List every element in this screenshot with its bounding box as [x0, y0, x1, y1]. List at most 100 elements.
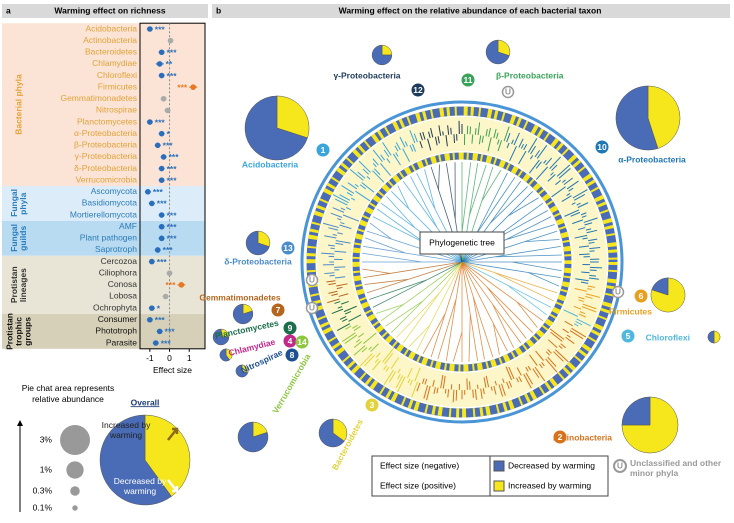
tree-bar: [353, 326, 361, 332]
tree-bar: [430, 128, 434, 138]
tree-bar: [535, 350, 544, 361]
tree-bar: [545, 358, 558, 373]
overall-label: Increased by warming: [101, 420, 151, 440]
tree-bar: [414, 367, 421, 382]
ring: [300, 100, 624, 424]
tree-bar: [332, 194, 349, 204]
panel-title: Warming effect on richness: [54, 5, 165, 15]
overall-title: Overall: [131, 397, 160, 407]
effect-point: [158, 177, 165, 183]
category-label: Parasite: [106, 337, 137, 347]
tree-bar: [474, 128, 477, 135]
tree-bar: [586, 229, 598, 234]
significance: ***: [165, 280, 176, 290]
tree-bar: [343, 305, 357, 313]
tree-bar: [588, 241, 595, 244]
tree-bar: [444, 388, 447, 394]
tree-bar: [440, 374, 444, 389]
legend-text: Unclassified and other minor phyla: [630, 458, 722, 478]
tree-bar: [374, 358, 379, 363]
tree-bar: [358, 332, 365, 338]
tree-bar: [334, 198, 348, 206]
tree-bar: [564, 209, 580, 217]
x-axis-label: Effect size: [153, 365, 192, 375]
tree-bar: [547, 349, 552, 354]
tree-bar: [353, 341, 362, 348]
tree-bar: [518, 138, 524, 148]
size-label: 1%: [40, 464, 53, 474]
group-band: [2, 313, 205, 349]
tree-bar: [395, 142, 401, 151]
pie-slice: [707, 330, 715, 344]
tree-bar: [534, 366, 546, 382]
tree-bar: [338, 293, 349, 297]
tree-bar: [364, 354, 375, 367]
tree-bar: [334, 276, 346, 279]
tree-bar: [409, 379, 413, 386]
category-label: Ciliophora: [99, 267, 138, 277]
taxon-badge: [283, 321, 297, 335]
tree-bar: [549, 156, 562, 170]
tree-bar: [571, 327, 587, 338]
tree-bar: [396, 376, 406, 393]
tree-bar: [339, 224, 352, 230]
legend-label: Decreased by warming: [508, 460, 595, 470]
tree-bar: [518, 150, 527, 165]
group-label: Fungal guilds: [9, 224, 28, 253]
tree-bar: [506, 381, 510, 390]
tree-bar: [477, 122, 481, 136]
tree-bar: [582, 303, 597, 310]
tree-bar: [327, 244, 336, 247]
tree-bar: [589, 274, 596, 277]
group-label: Fungal phyla: [9, 189, 28, 218]
pie-slice: [237, 421, 269, 453]
tree-bar: [359, 353, 373, 367]
tree-branch: [408, 261, 463, 352]
tree-bar: [506, 142, 510, 149]
category-label: Chloroflexi: [97, 70, 137, 80]
tree-bar: [407, 367, 413, 379]
tree-bar: [382, 347, 395, 363]
effect-point: [154, 247, 161, 253]
size-key: [60, 425, 90, 455]
legend-label: Effect size (positive): [380, 480, 456, 490]
pie-slice: [485, 39, 510, 65]
category-label: δ-Proteobacteria: [74, 163, 137, 173]
tree-bar: [535, 161, 542, 169]
tree-bar: [347, 182, 358, 190]
tree-bar: [562, 328, 569, 334]
tree-bar: [555, 180, 561, 186]
tree-bar: [588, 277, 599, 280]
tree-bar: [442, 131, 444, 136]
tree-bar: [346, 191, 353, 197]
taxon-badge: [283, 334, 297, 348]
tree-bar: [566, 180, 579, 190]
tree-bar: [355, 338, 361, 343]
tree-bar: [328, 290, 338, 294]
tree-bar: [525, 366, 529, 372]
tree-bar: [445, 134, 448, 147]
tree-bar: [394, 145, 399, 152]
category-label: Plant pathogen: [80, 233, 137, 243]
tree-bar: [340, 207, 346, 211]
tree-branch: [422, 261, 463, 358]
tree-bar: [421, 378, 425, 384]
tree-bar: [580, 281, 589, 284]
unclassified-marker: U: [309, 274, 315, 284]
tree-bar: [547, 339, 558, 349]
tree-bar: [520, 143, 525, 149]
unclassified-label: Unclassified and other minor phyla: [630, 458, 722, 478]
tree-bar: [358, 160, 371, 173]
tree-bar: [375, 352, 381, 358]
taxon-label: α-Proteobacteria: [618, 154, 686, 164]
effect-point: [190, 84, 196, 90]
category-label: Chlamydiae: [92, 58, 137, 68]
x-tick-label: 1: [187, 353, 192, 363]
tree-branch: [461, 261, 552, 316]
taxon-badge: [411, 83, 425, 97]
tree-bar: [575, 320, 583, 326]
tree-bar: [427, 138, 432, 151]
category-label: Gemmatimonadetes: [60, 93, 137, 103]
taxon-number: 9: [288, 323, 293, 333]
pie-slice: [371, 44, 393, 66]
